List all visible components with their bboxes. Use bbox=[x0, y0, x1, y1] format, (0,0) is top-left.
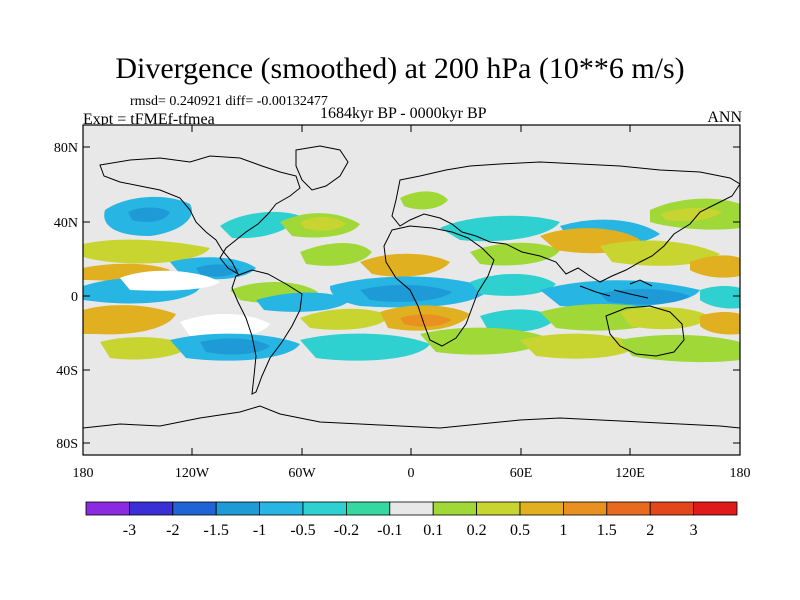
colorbar-swatch bbox=[606, 501, 651, 516]
axis-ticks bbox=[83, 125, 740, 455]
x-tick-label: 0 bbox=[408, 466, 415, 481]
colorbar-swatch bbox=[128, 501, 174, 516]
colorbar-label: 0.1 bbox=[423, 522, 443, 539]
colorbar-swatch bbox=[85, 501, 130, 516]
colorbar-label: 2 bbox=[646, 522, 654, 539]
colorbar-swatch bbox=[172, 501, 217, 516]
colorbar-label: 1 bbox=[559, 522, 567, 539]
colorbar-swatch bbox=[389, 501, 434, 516]
coastlines bbox=[83, 145, 740, 429]
colorbar-label: 0.5 bbox=[510, 522, 530, 539]
colorbar-label: -0.2 bbox=[334, 522, 359, 539]
x-tick-label: 120E bbox=[615, 466, 645, 481]
colorbar-label: 1.5 bbox=[597, 522, 617, 539]
y-tick-label: 80N bbox=[54, 141, 78, 156]
colorbar-swatch bbox=[432, 501, 478, 516]
x-tick-label: 180 bbox=[73, 466, 94, 481]
colorbar-label: 0.2 bbox=[467, 522, 487, 539]
colorbar-labels: -3 -2 -1.5 -1 -0.5 -0.2 -0.1 0.1 0.2 0.5 1 1.5 2 3 bbox=[123, 522, 698, 539]
colorbar-label: -0.5 bbox=[290, 522, 315, 539]
y-tick-label: 0 bbox=[71, 290, 78, 305]
season-label: ANN bbox=[707, 109, 742, 126]
experiment-label: Expt = tFMEf-tfmea bbox=[83, 111, 215, 128]
y-tick-label: 40S bbox=[56, 364, 78, 379]
y-tick-label: 40N bbox=[54, 216, 78, 231]
colorbar-label: -3 bbox=[123, 522, 136, 539]
colorbar-swatch bbox=[519, 501, 564, 516]
colorbar-swatch bbox=[215, 501, 260, 516]
y-tick-labels: 80N 40N 0 40S 80S bbox=[54, 141, 78, 452]
colorbar-swatch bbox=[476, 501, 521, 516]
x-tick-labels: 180 120W 60W 0 60E 120E 180 bbox=[73, 466, 751, 481]
map-title: Divergence (smoothed) at 200 hPa (10**6 … bbox=[115, 52, 685, 85]
colorbar-label: -2 bbox=[166, 522, 179, 539]
stats-line: rmsd= 0.240921 diff= -0.00132477 bbox=[130, 94, 328, 109]
y-tick-label: 80S bbox=[56, 437, 78, 452]
colorbar-swatch bbox=[693, 501, 738, 516]
colorbar-swatch bbox=[345, 501, 391, 516]
colorbar-label: -1 bbox=[253, 522, 266, 539]
x-tick-label: 60E bbox=[510, 466, 533, 481]
colorbar-swatch bbox=[302, 501, 347, 516]
colorbar-swatch bbox=[259, 501, 304, 516]
x-tick-label: 60W bbox=[288, 466, 316, 481]
period-label: 1684kyr BP - 0000kyr BP bbox=[320, 105, 487, 122]
colorbar bbox=[85, 501, 738, 516]
colorbar-label: 3 bbox=[690, 522, 698, 539]
x-tick-label: 120W bbox=[175, 466, 210, 481]
colorbar-swatch bbox=[563, 501, 608, 516]
x-tick-label: 180 bbox=[730, 466, 751, 481]
divergence-field bbox=[83, 191, 740, 363]
colorbar-label: -0.1 bbox=[377, 522, 402, 539]
colorbar-label: -1.5 bbox=[204, 522, 229, 539]
colorbar-swatch bbox=[649, 501, 695, 516]
